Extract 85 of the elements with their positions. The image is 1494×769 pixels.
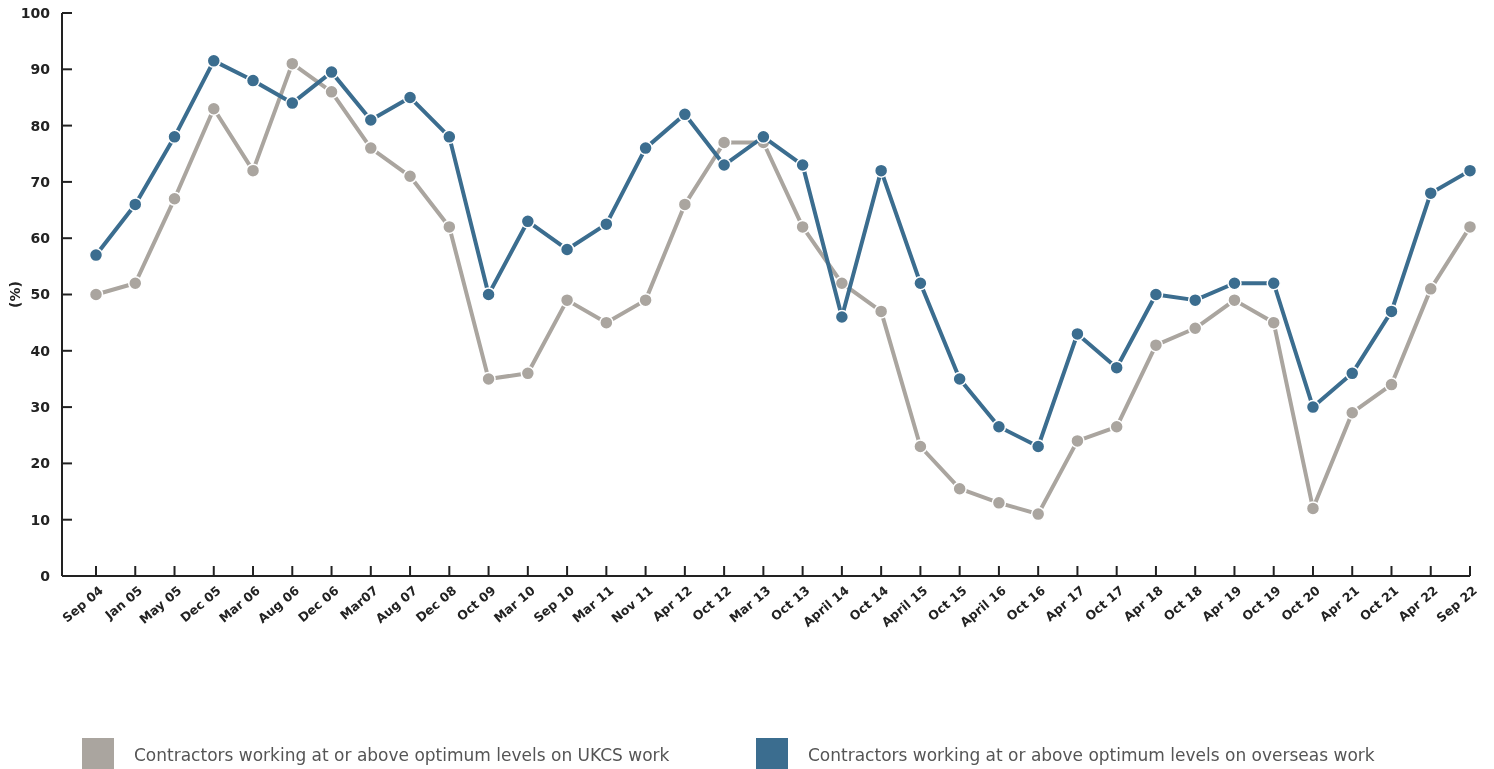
y-tick-label: 0 (40, 567, 51, 584)
point (520, 366, 536, 381)
point (952, 371, 967, 387)
y-axis-title: (%) (7, 281, 23, 308)
point (285, 56, 300, 71)
point (1305, 501, 1321, 516)
y-tick-label: 80 (30, 117, 51, 134)
point (1344, 366, 1360, 381)
point (1187, 321, 1203, 336)
point (1109, 419, 1124, 435)
point (402, 90, 418, 105)
legend-label: Contractors working at or above optimum levels on overseas work (808, 744, 1375, 765)
point (167, 191, 182, 207)
point (324, 84, 339, 100)
point (481, 371, 496, 387)
point (1070, 326, 1085, 342)
point (599, 315, 614, 330)
y-tick-label: 90 (30, 61, 51, 78)
point (638, 292, 653, 308)
point (1227, 292, 1242, 308)
point (245, 163, 261, 178)
point (167, 129, 182, 145)
point (128, 197, 143, 212)
y-tick-label: 10 (30, 511, 51, 528)
point (559, 242, 575, 257)
point (913, 439, 928, 454)
point (716, 157, 732, 173)
point (1344, 405, 1360, 420)
point (834, 275, 850, 291)
y-tick-label: 30 (30, 399, 51, 415)
point (873, 163, 889, 178)
y-tick-label: 40 (30, 342, 51, 359)
point (756, 129, 771, 145)
point (1030, 506, 1046, 522)
y-tick-label: 50 (30, 286, 51, 303)
y-tick-label: 60 (30, 230, 51, 247)
point (285, 95, 300, 111)
point (481, 287, 496, 302)
point (402, 169, 418, 184)
y-tick-label: 100 (20, 4, 51, 21)
point (1462, 219, 1478, 235)
point (363, 140, 379, 156)
point (795, 219, 810, 235)
point (1148, 287, 1164, 302)
point (206, 101, 222, 116)
point (245, 73, 261, 88)
point (1266, 275, 1281, 291)
point (991, 495, 1007, 511)
point (363, 112, 379, 128)
y-tick-label: 70 (30, 173, 51, 190)
point (677, 107, 693, 122)
legend-label: Contractors working at or above optimum levels on UKCS work (134, 744, 670, 765)
point (1462, 163, 1478, 178)
point (834, 309, 850, 325)
point (1030, 439, 1046, 454)
point (1384, 304, 1399, 319)
point (795, 157, 810, 173)
point (520, 214, 536, 229)
point (88, 287, 104, 302)
point (1305, 399, 1321, 415)
point (128, 275, 143, 291)
point (952, 481, 967, 496)
point (1423, 185, 1438, 201)
point (599, 216, 614, 232)
point (324, 64, 339, 80)
point (638, 140, 653, 156)
y-tick-label: 20 (30, 455, 51, 472)
point (1187, 292, 1203, 308)
point (1227, 275, 1242, 291)
point (677, 197, 693, 212)
point (873, 304, 889, 319)
point (442, 129, 457, 145)
point (1423, 281, 1438, 297)
point (1109, 360, 1124, 375)
point (88, 247, 104, 263)
point (1384, 377, 1399, 392)
point (442, 219, 457, 235)
point (206, 53, 222, 69)
point (559, 292, 575, 308)
point (913, 275, 928, 291)
point (716, 135, 732, 150)
point (1148, 337, 1164, 353)
point (991, 419, 1007, 435)
point (1266, 315, 1281, 330)
point (1070, 433, 1085, 449)
